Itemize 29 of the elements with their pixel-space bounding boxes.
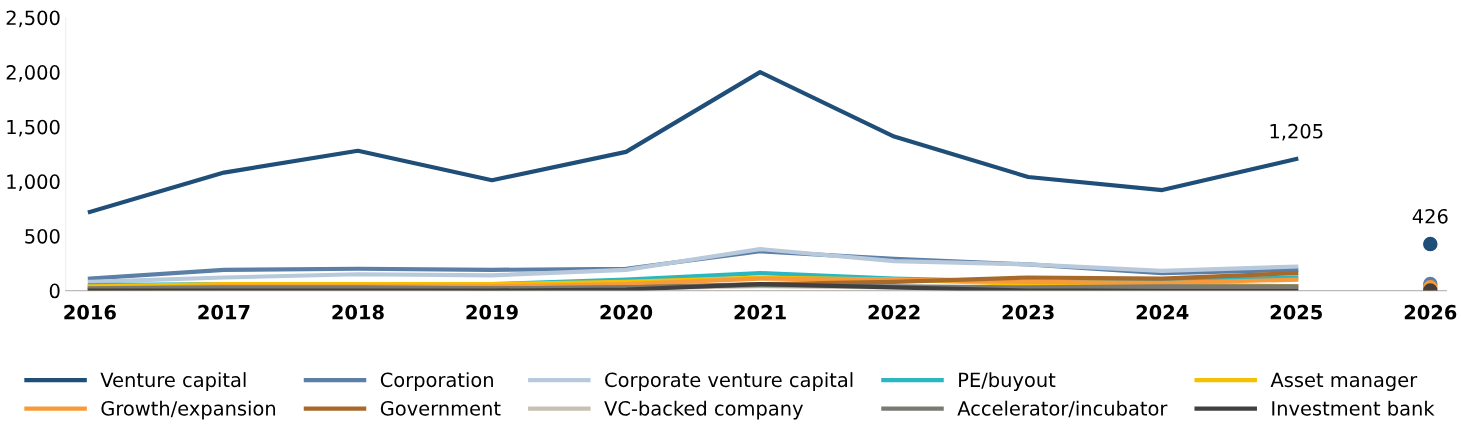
- x-tick-label: 2024: [1136, 304, 1189, 320]
- x-tick-label: 2018: [332, 304, 384, 320]
- legend-label: Asset manager: [1270, 372, 1418, 391]
- legend-label: Accelerator/incubator: [957, 400, 1168, 418]
- y-tick-label: 1,000: [7, 174, 60, 191]
- x-tick-label: 2022: [868, 304, 920, 320]
- legend-label: Growth/expansion: [101, 400, 276, 420]
- y-tick-label: 0: [49, 283, 60, 299]
- x-tick-label: 2016: [64, 304, 116, 320]
- x-tick-label: 2023: [1002, 304, 1054, 320]
- legend-label: Government: [380, 401, 501, 416]
- y-tick-label: 2,000: [6, 65, 60, 82]
- legend-label: Corporate venture capital: [605, 372, 853, 391]
- legend-label: PE/buyout: [959, 372, 1056, 391]
- legend-label: Corporation: [380, 372, 493, 391]
- x-tick-label: 2019: [466, 304, 518, 320]
- x-tick-label: 2025: [1270, 304, 1322, 320]
- annotation: 1,205: [1270, 123, 1323, 141]
- x-tick-label: 2017: [198, 304, 250, 320]
- x-tick-label: 2020: [600, 304, 653, 320]
- legend-label: Venture capital: [100, 372, 246, 391]
- y-tick-label: 500: [25, 228, 60, 244]
- y-tick-label: 2,500: [6, 10, 60, 28]
- legend-label: VC-backed company: [604, 400, 803, 420]
- x-tick-label: 2021: [734, 304, 786, 320]
- x-tick-label: 2026: [1404, 304, 1457, 320]
- y-tick-label: 1,500: [7, 119, 60, 137]
- annotation: 426: [1412, 208, 1448, 224]
- legend-label: Investment bank: [1272, 400, 1435, 416]
